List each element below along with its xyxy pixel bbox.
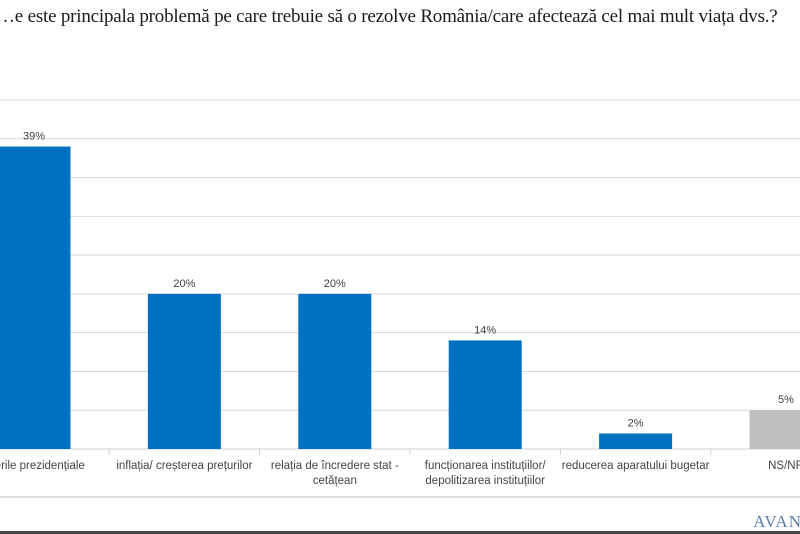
- avangarde-logo: AVAN: [753, 512, 800, 531]
- bottom-border: [0, 531, 800, 534]
- data-label: 2%: [628, 417, 644, 429]
- category-label: relația de încredere stat - cetățean: [270, 460, 399, 487]
- bar: [147, 293, 221, 449]
- bar: [0, 146, 71, 450]
- bar: [599, 433, 673, 449]
- category-label: inflația/ creșterea prețurilor: [116, 460, 253, 472]
- data-label: 20%: [324, 278, 346, 290]
- chart-title: …e este principala problemă pe care treb…: [0, 6, 778, 27]
- category-label: funcționarea instituțiilor/ depolitizare…: [424, 460, 546, 487]
- data-label: 5%: [778, 394, 794, 406]
- category-label: NS/NR: [768, 460, 800, 472]
- bar: [749, 410, 800, 449]
- bar: [298, 293, 372, 449]
- data-label: 20%: [173, 278, 195, 290]
- bar: [448, 340, 522, 449]
- data-label: 39%: [23, 131, 45, 143]
- category-label: reducerea aparatului bugetar: [561, 460, 710, 472]
- category-label: …erile prezidențiale: [0, 460, 85, 472]
- data-label: 14%: [474, 324, 496, 336]
